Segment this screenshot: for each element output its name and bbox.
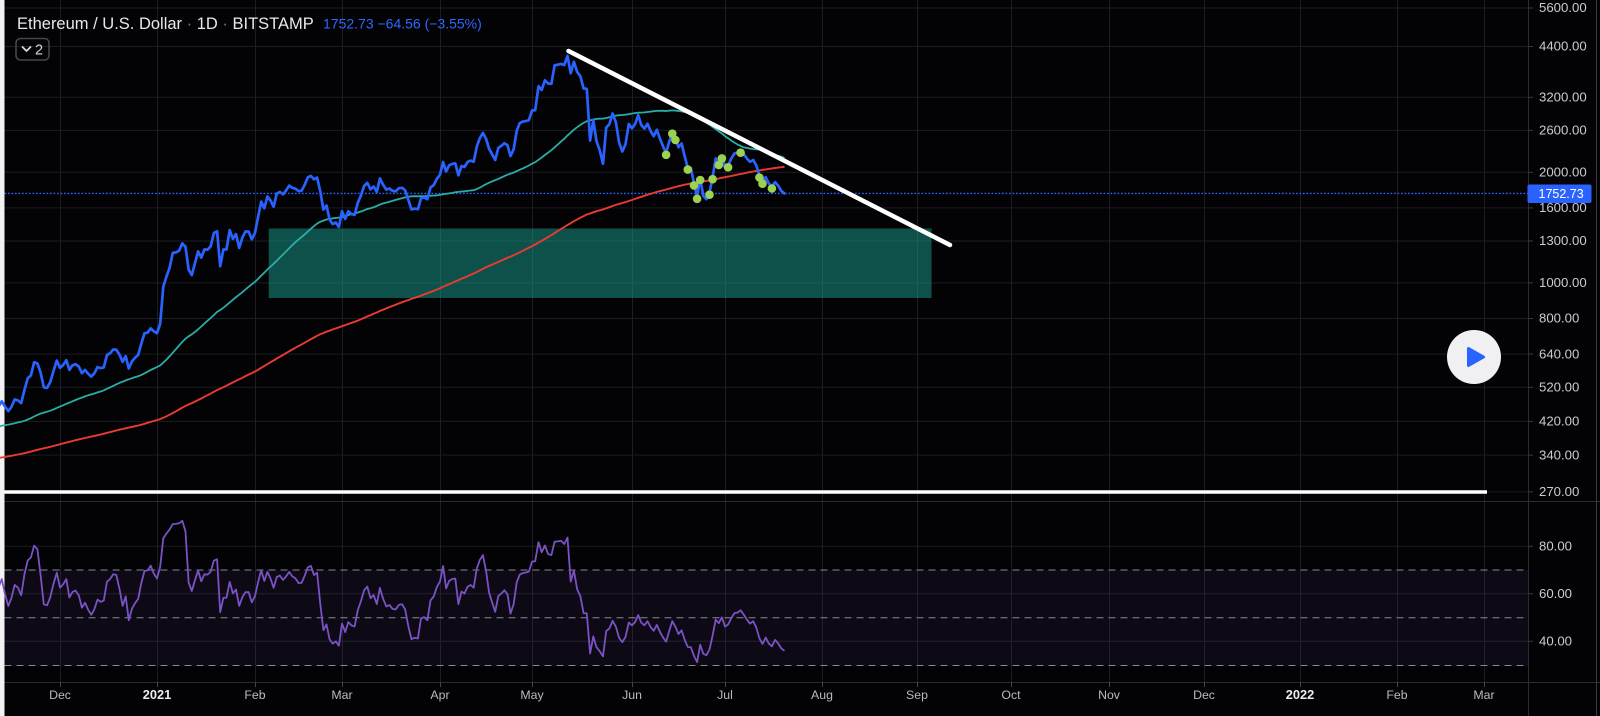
svg-text:2021: 2021	[143, 687, 171, 702]
svg-text:2000.00: 2000.00	[1539, 165, 1587, 180]
svg-text:Oct: Oct	[1001, 688, 1021, 702]
svg-text:60.00: 60.00	[1539, 586, 1572, 601]
svg-text:Sep: Sep	[906, 688, 928, 702]
svg-text:Feb: Feb	[244, 688, 265, 702]
svg-text:4400.00: 4400.00	[1539, 39, 1587, 54]
svg-text:2: 2	[35, 43, 43, 59]
svg-text:420.00: 420.00	[1539, 414, 1579, 429]
svg-text:2022: 2022	[1286, 687, 1314, 702]
svg-text:40.00: 40.00	[1539, 633, 1572, 648]
svg-text:May: May	[520, 688, 544, 702]
svg-text:Jun: Jun	[622, 688, 642, 702]
svg-text:1600.00: 1600.00	[1539, 200, 1587, 215]
svg-text:Ethereum / U.S. Dollar · 1D ·: Ethereum / U.S. Dollar · 1D · BITSTAMP	[17, 15, 314, 33]
svg-text:270.00: 270.00	[1539, 484, 1579, 499]
svg-text:640.00: 640.00	[1539, 346, 1579, 361]
svg-text:2600.00: 2600.00	[1539, 123, 1587, 138]
svg-text:Jul: Jul	[717, 688, 733, 702]
svg-text:800.00: 800.00	[1539, 311, 1579, 326]
svg-text:80.00: 80.00	[1539, 538, 1572, 553]
svg-text:Apr: Apr	[430, 688, 449, 702]
svg-text:Aug: Aug	[811, 688, 833, 702]
svg-text:3200.00: 3200.00	[1539, 90, 1587, 105]
svg-text:Dec: Dec	[1193, 688, 1215, 702]
svg-text:1752.73 −64.56 (−3.55%): 1752.73 −64.56 (−3.55%)	[323, 16, 482, 32]
svg-text:340.00: 340.00	[1539, 447, 1579, 462]
svg-text:1000.00: 1000.00	[1539, 275, 1587, 290]
svg-text:Nov: Nov	[1098, 688, 1121, 702]
svg-text:Mar: Mar	[331, 688, 352, 702]
svg-text:1300.00: 1300.00	[1539, 233, 1587, 248]
svg-text:Feb: Feb	[1386, 688, 1407, 702]
svg-text:5600.00: 5600.00	[1539, 0, 1587, 15]
svg-text:Dec: Dec	[49, 688, 71, 702]
svg-text:520.00: 520.00	[1539, 380, 1579, 395]
svg-text:Mar: Mar	[1473, 688, 1494, 702]
svg-text:1752.73: 1752.73	[1539, 187, 1584, 201]
